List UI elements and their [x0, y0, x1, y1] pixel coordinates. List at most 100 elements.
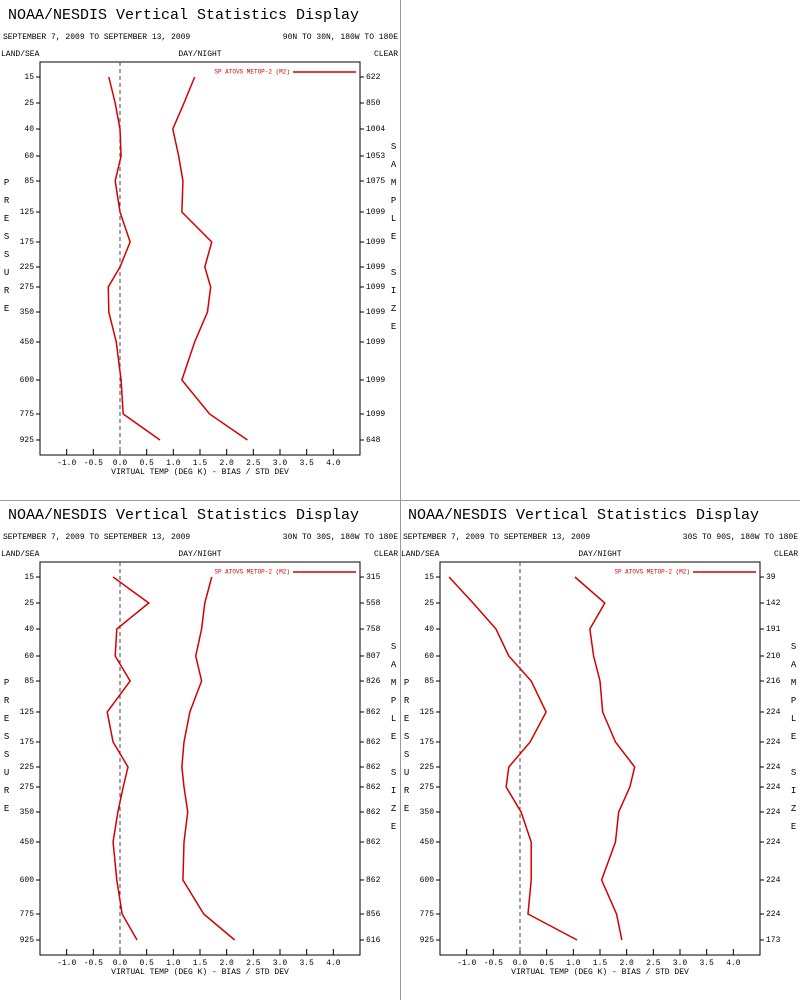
- y-tick-label: 25: [424, 599, 434, 608]
- y-tick-label: 775: [20, 410, 35, 419]
- x-tick-label: 4.0: [326, 959, 341, 968]
- day-night: DAY/NIGHT: [578, 550, 621, 559]
- x-tick-label: 0.0: [513, 959, 528, 968]
- y-tick-label: 775: [20, 910, 35, 919]
- y-tick-label: 275: [20, 783, 35, 792]
- series-line: [574, 576, 636, 941]
- sample-size-label: 1099: [366, 263, 385, 272]
- series-line: [181, 576, 236, 941]
- sample-size-label: 1099: [366, 376, 385, 385]
- x-tick-label: 3.5: [699, 959, 714, 968]
- y-tick-label: 350: [420, 808, 435, 817]
- clear: CLEAR: [374, 550, 398, 559]
- y-tick-label: 40: [424, 625, 434, 634]
- sample-size-label: 807: [366, 652, 381, 661]
- region: 90N TO 30N, 180W TO 180E: [283, 33, 398, 42]
- series-line: [107, 76, 161, 441]
- x-tick-label: 2.5: [646, 959, 661, 968]
- sample-size-label: 856: [366, 910, 381, 919]
- x-tick-label: -1.0: [57, 459, 76, 468]
- y2-axis-label: SAMPLE SIZE: [389, 142, 399, 340]
- x-tick-label: 3.5: [299, 459, 314, 468]
- sample-size-label: 1053: [366, 152, 385, 161]
- y-tick-label: 175: [20, 738, 35, 747]
- y-axis-label: PRESSURE: [402, 678, 412, 822]
- sample-size-label: 224: [766, 783, 781, 792]
- sample-size-label: 1099: [366, 338, 385, 347]
- y-tick-label: 125: [20, 708, 35, 717]
- x-tick-label: 0.5: [139, 959, 154, 968]
- panel: NOAA/NESDIS Vertical Statistics Display S…: [401, 507, 799, 977]
- sample-size-label: 1099: [366, 283, 385, 292]
- y-tick-label: 15: [24, 573, 34, 582]
- y-tick-label: 350: [20, 808, 35, 817]
- sample-size-label: 758: [366, 625, 381, 634]
- x-tick-label: 3.0: [673, 959, 688, 968]
- x-tick-label: 1.5: [593, 959, 608, 968]
- panel-title: NOAA/NESDIS Vertical Statistics Display: [408, 507, 759, 524]
- sample-size-label: 39: [766, 573, 776, 582]
- x-tick-label: 4.0: [726, 959, 741, 968]
- y-tick-label: 15: [24, 73, 34, 82]
- y-tick-label: 60: [24, 652, 34, 661]
- y-tick-label: 125: [20, 208, 35, 217]
- x-axis-label: VIRTUAL TEMP (DEG K) - BIAS / STD DEV: [111, 968, 289, 977]
- land-sea: LAND/SEA: [1, 550, 40, 559]
- sample-size-label: 862: [366, 808, 381, 817]
- sample-size-label: 1099: [366, 410, 385, 419]
- y-tick-label: 225: [420, 763, 435, 772]
- x-tick-label: 1.5: [193, 459, 208, 468]
- x-tick-label: 0.5: [539, 959, 554, 968]
- x-tick-label: 1.0: [566, 959, 581, 968]
- y-tick-label: 925: [420, 936, 435, 945]
- x-tick-label: 3.0: [273, 959, 288, 968]
- y-tick-label: 275: [20, 283, 35, 292]
- x-tick-label: 2.5: [246, 459, 261, 468]
- y-tick-label: 85: [424, 677, 434, 686]
- sample-size-label: 862: [366, 708, 381, 717]
- sample-size-label: 191: [766, 625, 781, 634]
- sample-size-label: 224: [766, 808, 781, 817]
- y-tick-label: 60: [424, 652, 434, 661]
- date-range: SEPTEMBER 7, 2009 TO SEPTEMBER 13, 2009: [3, 33, 190, 42]
- y-tick-label: 600: [20, 876, 35, 885]
- land-sea: LAND/SEA: [1, 50, 40, 59]
- y-tick-label: 25: [24, 99, 34, 108]
- sample-size-label: 1075: [366, 177, 385, 186]
- sample-size-label: 862: [366, 783, 381, 792]
- sample-size-label: 1004: [366, 125, 385, 134]
- sample-size-label: 826: [366, 677, 381, 686]
- legend-label: SP ATOVS METOP-2 (M2): [214, 569, 290, 576]
- y-tick-label: 600: [20, 376, 35, 385]
- sample-size-label: 558: [366, 599, 381, 608]
- sample-size-label: 862: [366, 876, 381, 885]
- sample-size-label: 224: [766, 763, 781, 772]
- x-tick-label: -1.0: [457, 959, 476, 968]
- panel-title: NOAA/NESDIS Vertical Statistics Display: [8, 507, 359, 524]
- y-tick-label: 450: [420, 838, 435, 847]
- y-tick-label: 275: [420, 783, 435, 792]
- series-line: [448, 576, 578, 941]
- x-axis-label: VIRTUAL TEMP (DEG K) - BIAS / STD DEV: [111, 468, 289, 477]
- y-tick-label: 775: [420, 910, 435, 919]
- x-tick-label: 1.0: [166, 459, 181, 468]
- sample-size-label: 862: [366, 838, 381, 847]
- date-range: SEPTEMBER 7, 2009 TO SEPTEMBER 13, 2009: [3, 533, 190, 542]
- y-tick-label: 85: [24, 677, 34, 686]
- sample-size-label: 173: [766, 936, 781, 945]
- x-axis-label: VIRTUAL TEMP (DEG K) - BIAS / STD DEV: [511, 968, 689, 977]
- x-tick-label: 2.0: [219, 459, 234, 468]
- y-axis-label: PRESSURE: [2, 178, 12, 322]
- y-tick-label: 40: [24, 625, 34, 634]
- sample-size-label: 224: [766, 708, 781, 717]
- sample-size-label: 315: [366, 573, 381, 582]
- y-tick-label: 925: [20, 436, 35, 445]
- region: 30S TO 90S, 180W TO 180E: [683, 533, 798, 542]
- x-tick-label: -0.5: [84, 959, 103, 968]
- sample-size-label: 862: [366, 763, 381, 772]
- x-tick-label: 0.0: [113, 959, 128, 968]
- sample-size-label: 224: [766, 838, 781, 847]
- y-tick-label: 85: [24, 177, 34, 186]
- x-tick-label: 2.0: [219, 959, 234, 968]
